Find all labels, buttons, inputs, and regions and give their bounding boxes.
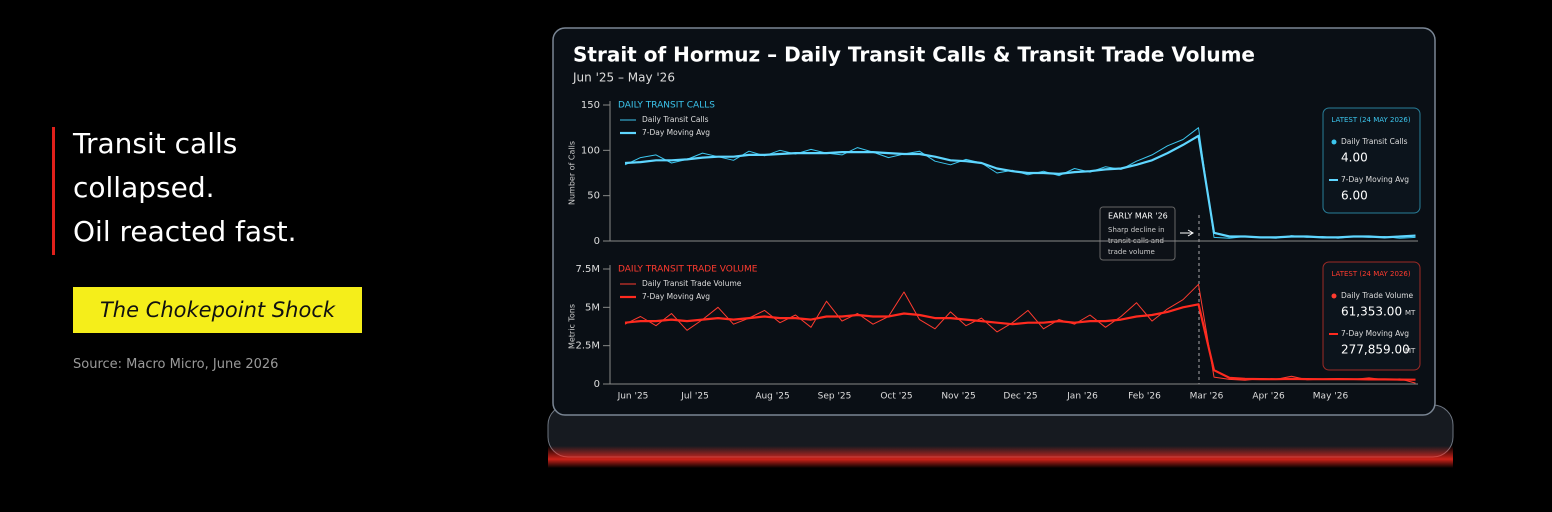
latest-value: 4.00 xyxy=(1341,151,1368,165)
annotation-text: trade volume xyxy=(1108,248,1155,256)
y-tick-label: 150 xyxy=(581,100,600,111)
series-line xyxy=(624,303,1416,381)
annotation-title: EARLY MAR '26 xyxy=(1108,212,1168,221)
latest-name: 7-Day Moving Avg xyxy=(1341,329,1409,338)
annotation-arrow-head xyxy=(1187,229,1194,237)
x-tick-label: Jan '26 xyxy=(1066,392,1098,402)
stand-glow xyxy=(548,446,1453,468)
y-tick-label: 7.5M xyxy=(575,264,600,275)
y-tick-label: 2.5M xyxy=(575,341,600,352)
latest-title: LATEST (24 MAY 2026) xyxy=(1331,270,1410,278)
headline: collapsed. xyxy=(73,171,215,204)
legend-label: 7-Day Moving Avg xyxy=(642,292,710,301)
accent-bar xyxy=(52,127,55,255)
x-tick-label: Oct '25 xyxy=(880,392,912,402)
x-tick-label: Feb '26 xyxy=(1128,392,1161,402)
latest-value: 6.00 xyxy=(1341,189,1368,203)
latest-unit: MT xyxy=(1405,347,1416,355)
legend-label: Daily Transit Calls xyxy=(642,115,709,124)
legend-label: Daily Transit Trade Volume xyxy=(642,279,742,288)
latest-name: 7-Day Moving Avg xyxy=(1341,175,1409,184)
latest-box xyxy=(1322,261,1421,371)
series-line xyxy=(624,283,1416,384)
latest-dot xyxy=(1331,139,1337,145)
latest-title: LATEST (24 MAY 2026) xyxy=(1331,116,1410,124)
y-tick-label: 0 xyxy=(594,236,600,247)
latest-dot xyxy=(1331,293,1337,299)
legend-label: 7-Day Moving Avg xyxy=(642,128,710,137)
source: Source: Macro Micro, June 2026 xyxy=(73,357,279,372)
panel xyxy=(552,27,1436,416)
y-axis-label: Number of Calls xyxy=(568,141,577,205)
latest-unit: MT xyxy=(1405,309,1416,317)
chart-subtitle: Jun '25 – May '26 xyxy=(572,71,675,85)
x-tick-label: Sep '25 xyxy=(818,392,852,402)
x-tick-label: Jun '25 xyxy=(617,392,649,402)
y-tick-label: 5M xyxy=(585,302,600,313)
headline: Oil reacted fast. xyxy=(73,215,297,248)
latest-name: Daily Transit Calls xyxy=(1341,137,1408,146)
x-tick-label: May '26 xyxy=(1313,392,1349,402)
latest-box xyxy=(1322,107,1421,214)
y-tick-label: 0 xyxy=(594,379,600,390)
y-tick-label: 50 xyxy=(587,191,600,202)
y-tick-label: 100 xyxy=(581,145,600,156)
tag: The Chokepoint Shock xyxy=(73,287,362,333)
headline: Transit calls xyxy=(73,127,238,160)
x-tick-label: Jul '25 xyxy=(680,392,709,402)
x-tick-label: Aug '25 xyxy=(755,392,789,402)
annotation-text: Sharp decline in xyxy=(1108,226,1165,234)
x-tick-label: Dec '25 xyxy=(1003,392,1037,402)
x-tick-label: Mar '26 xyxy=(1190,392,1224,402)
x-tick-label: Apr '26 xyxy=(1252,392,1285,402)
chart-heading: DAILY TRANSIT TRADE VOLUME xyxy=(618,265,758,275)
y-axis-label: Metric Tons xyxy=(568,304,577,349)
annotation-box xyxy=(1099,206,1176,261)
x-tick-label: Nov '25 xyxy=(941,392,975,402)
chart-title: Strait of Hormuz – Daily Transit Calls &… xyxy=(573,43,1255,67)
chart-heading: DAILY TRANSIT CALLS xyxy=(618,101,715,111)
series-line xyxy=(624,134,1416,239)
latest-value: 277,859.00 xyxy=(1341,343,1410,357)
latest-value: 61,353.00 xyxy=(1341,305,1402,319)
latest-name: Daily Trade Volume xyxy=(1341,291,1414,300)
